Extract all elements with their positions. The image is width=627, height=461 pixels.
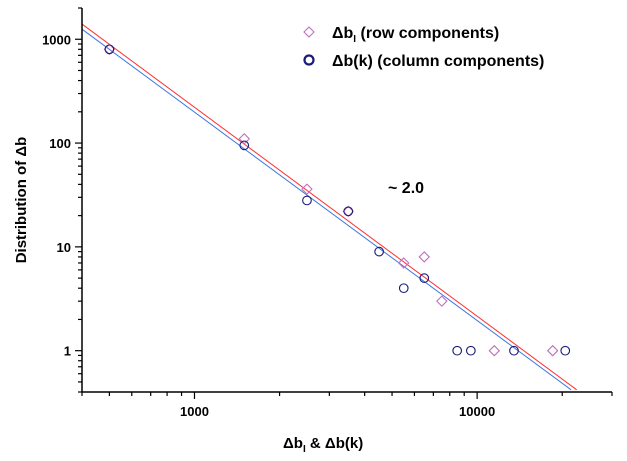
column-point-2 [302, 195, 312, 206]
legend-marker-diamond [303, 26, 315, 38]
row-point-4 [397, 257, 410, 269]
row-point-7 [488, 344, 501, 357]
row-point-0 [103, 43, 116, 56]
column-point-10 [560, 345, 571, 356]
legend: ΔbI (row components) Δb(k) (column compo… [303, 25, 544, 70]
x-axis-title: ΔbI & Δb(k) [283, 435, 363, 455]
column-point-0 [104, 44, 115, 55]
y-tick-label: 10 [57, 240, 71, 255]
column-point-5 [398, 283, 409, 294]
data-markers [103, 43, 571, 357]
legend-label-row: ΔbI (row components) [332, 25, 499, 45]
y-tick-label: 1000 [42, 32, 71, 47]
axes [81, 8, 612, 393]
column-point-1 [239, 140, 250, 151]
slope-annotation: ~ 2.0 [388, 180, 424, 197]
legend-diamond-icon [303, 26, 315, 38]
column-point-7 [452, 345, 463, 356]
ticks: 1000 10000 1 10 100 1000 [42, 7, 613, 419]
row-point-1 [238, 132, 251, 145]
column-point-9 [509, 345, 519, 356]
fit-lines [81, 23, 577, 391]
column-point-8 [465, 345, 476, 356]
y-tick-label: 1 [64, 344, 71, 359]
column-point-6 [419, 273, 430, 283]
row-point-6 [436, 295, 448, 307]
row-point-5 [418, 251, 431, 263]
column-point-3 [343, 206, 354, 217]
legend-label-column: Δb(k) (column components) [332, 53, 544, 70]
legend-marker-circle [303, 54, 315, 66]
fit-line-0 [81, 23, 577, 391]
fit-line-1 [81, 28, 572, 391]
column-point-4 [374, 246, 384, 257]
legend-circle-icon [303, 54, 315, 66]
row-point-8 [546, 344, 559, 357]
row-point-3 [342, 205, 355, 218]
row-point-2 [301, 183, 313, 195]
x-tick-label: 10000 [459, 404, 495, 419]
y-tick-label: 100 [49, 136, 71, 151]
x-tick-label: 1000 [180, 404, 209, 419]
y-axis-title: Distribution of Δb [13, 137, 30, 264]
